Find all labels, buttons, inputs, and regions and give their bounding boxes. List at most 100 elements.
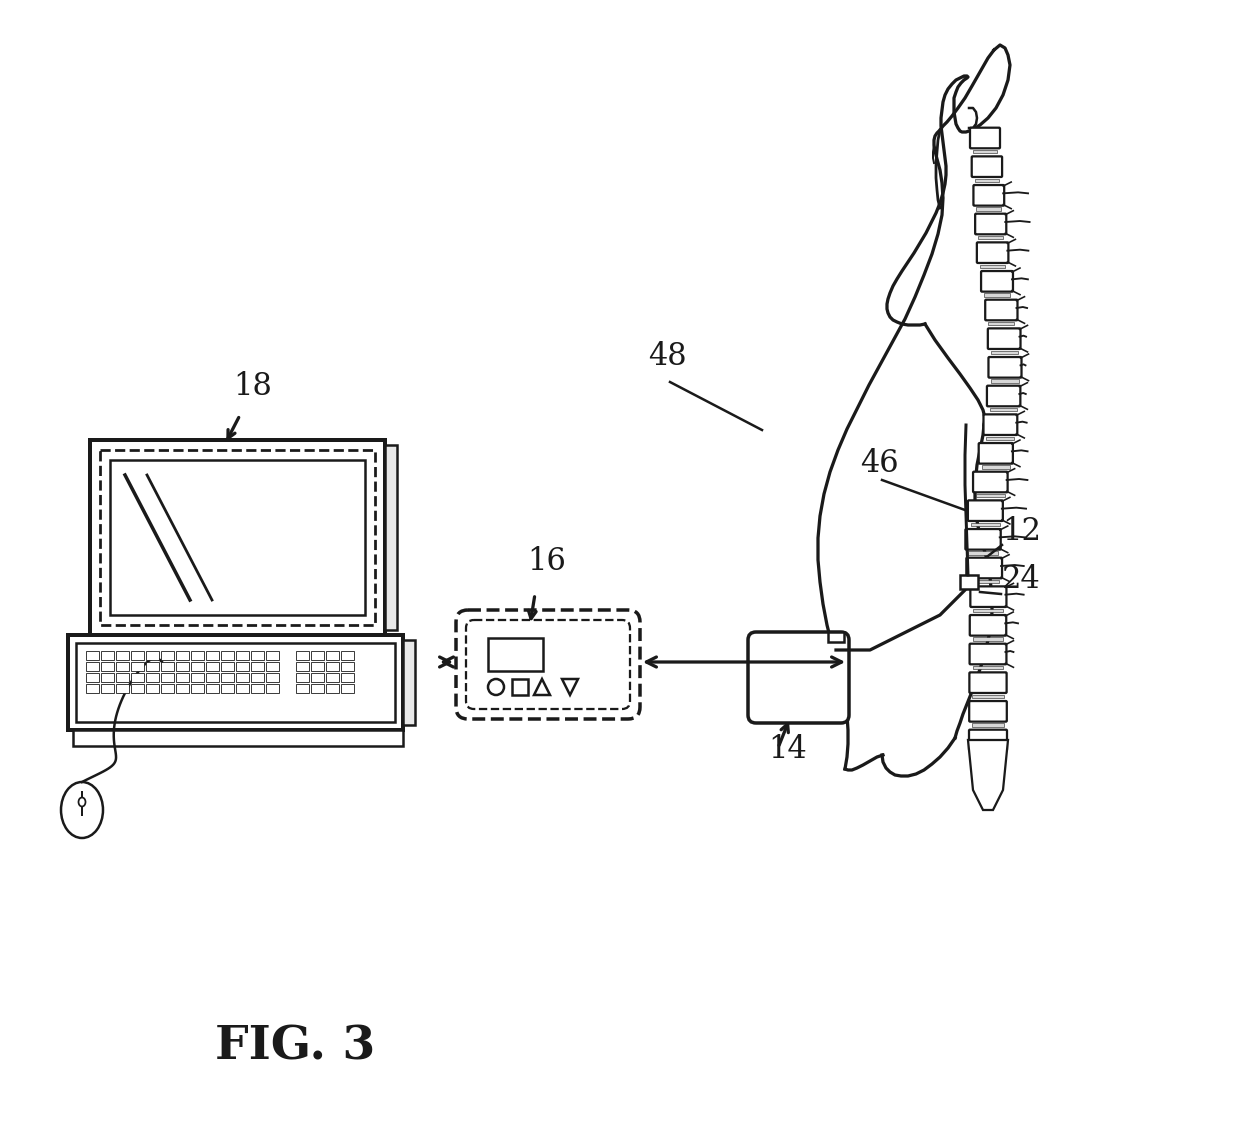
FancyBboxPatch shape	[117, 651, 129, 660]
FancyBboxPatch shape	[971, 586, 1007, 608]
Polygon shape	[534, 680, 551, 695]
FancyBboxPatch shape	[110, 460, 365, 615]
FancyBboxPatch shape	[267, 662, 279, 670]
FancyBboxPatch shape	[100, 684, 114, 693]
FancyBboxPatch shape	[236, 662, 249, 670]
FancyBboxPatch shape	[311, 684, 324, 693]
FancyBboxPatch shape	[296, 662, 309, 670]
FancyBboxPatch shape	[972, 156, 1002, 177]
FancyBboxPatch shape	[466, 620, 630, 709]
FancyBboxPatch shape	[456, 610, 640, 719]
FancyBboxPatch shape	[972, 694, 1003, 699]
FancyBboxPatch shape	[988, 328, 1021, 349]
FancyBboxPatch shape	[326, 662, 339, 670]
FancyBboxPatch shape	[100, 673, 114, 682]
FancyBboxPatch shape	[131, 673, 144, 682]
FancyBboxPatch shape	[966, 529, 1001, 550]
FancyBboxPatch shape	[161, 651, 174, 660]
Text: 24: 24	[1002, 564, 1040, 595]
FancyBboxPatch shape	[311, 673, 324, 682]
FancyBboxPatch shape	[986, 299, 1018, 321]
FancyBboxPatch shape	[117, 684, 129, 693]
FancyBboxPatch shape	[978, 236, 1003, 240]
FancyBboxPatch shape	[966, 558, 1002, 578]
FancyBboxPatch shape	[971, 523, 999, 526]
Text: 16: 16	[527, 546, 565, 577]
FancyBboxPatch shape	[978, 443, 1013, 463]
FancyBboxPatch shape	[161, 673, 174, 682]
FancyBboxPatch shape	[972, 666, 1003, 669]
FancyBboxPatch shape	[236, 651, 249, 660]
FancyBboxPatch shape	[100, 662, 114, 670]
FancyBboxPatch shape	[161, 684, 174, 693]
FancyBboxPatch shape	[489, 638, 543, 670]
FancyBboxPatch shape	[206, 684, 219, 693]
Text: 14: 14	[768, 734, 807, 765]
FancyBboxPatch shape	[973, 471, 1008, 493]
FancyBboxPatch shape	[968, 551, 998, 555]
FancyBboxPatch shape	[250, 673, 264, 682]
FancyBboxPatch shape	[221, 651, 234, 660]
FancyBboxPatch shape	[191, 651, 205, 660]
FancyBboxPatch shape	[191, 684, 205, 693]
Text: 12: 12	[1002, 516, 1042, 547]
FancyBboxPatch shape	[975, 214, 1007, 234]
FancyBboxPatch shape	[221, 684, 234, 693]
FancyBboxPatch shape	[983, 414, 1017, 435]
FancyBboxPatch shape	[748, 632, 849, 723]
Text: 46: 46	[861, 448, 899, 479]
FancyBboxPatch shape	[100, 450, 374, 626]
FancyBboxPatch shape	[73, 730, 403, 746]
Text: 48: 48	[649, 341, 687, 372]
FancyBboxPatch shape	[326, 684, 339, 693]
FancyBboxPatch shape	[267, 673, 279, 682]
FancyBboxPatch shape	[311, 662, 324, 670]
FancyBboxPatch shape	[990, 408, 1017, 412]
FancyBboxPatch shape	[311, 651, 324, 660]
FancyBboxPatch shape	[296, 673, 309, 682]
FancyBboxPatch shape	[341, 662, 353, 670]
FancyBboxPatch shape	[982, 466, 1009, 469]
FancyBboxPatch shape	[512, 680, 528, 695]
FancyBboxPatch shape	[68, 634, 403, 730]
FancyBboxPatch shape	[86, 662, 99, 670]
Polygon shape	[562, 680, 578, 695]
FancyBboxPatch shape	[191, 673, 205, 682]
Ellipse shape	[61, 782, 103, 838]
FancyBboxPatch shape	[146, 662, 159, 670]
FancyBboxPatch shape	[131, 651, 144, 660]
FancyBboxPatch shape	[828, 632, 844, 642]
FancyBboxPatch shape	[250, 684, 264, 693]
FancyBboxPatch shape	[221, 662, 234, 670]
FancyBboxPatch shape	[206, 662, 219, 670]
FancyBboxPatch shape	[76, 644, 396, 722]
FancyBboxPatch shape	[970, 701, 1007, 721]
FancyBboxPatch shape	[117, 673, 129, 682]
FancyBboxPatch shape	[86, 651, 99, 660]
FancyBboxPatch shape	[987, 386, 1021, 406]
FancyBboxPatch shape	[341, 651, 353, 660]
FancyBboxPatch shape	[970, 644, 1007, 664]
FancyBboxPatch shape	[988, 357, 1022, 378]
FancyBboxPatch shape	[161, 662, 174, 670]
FancyBboxPatch shape	[146, 684, 159, 693]
FancyBboxPatch shape	[206, 651, 219, 660]
FancyBboxPatch shape	[296, 684, 309, 693]
FancyBboxPatch shape	[146, 651, 159, 660]
FancyBboxPatch shape	[236, 684, 249, 693]
FancyBboxPatch shape	[221, 673, 234, 682]
FancyBboxPatch shape	[176, 651, 188, 660]
FancyBboxPatch shape	[267, 684, 279, 693]
FancyBboxPatch shape	[977, 242, 1008, 263]
FancyBboxPatch shape	[250, 651, 264, 660]
FancyBboxPatch shape	[341, 673, 353, 682]
FancyBboxPatch shape	[970, 615, 1006, 636]
FancyBboxPatch shape	[206, 673, 219, 682]
FancyBboxPatch shape	[972, 637, 1003, 641]
Text: 18: 18	[233, 371, 272, 402]
FancyBboxPatch shape	[987, 436, 1014, 440]
FancyBboxPatch shape	[973, 150, 997, 153]
FancyBboxPatch shape	[973, 184, 1004, 206]
FancyBboxPatch shape	[403, 640, 415, 725]
FancyBboxPatch shape	[992, 379, 1018, 382]
